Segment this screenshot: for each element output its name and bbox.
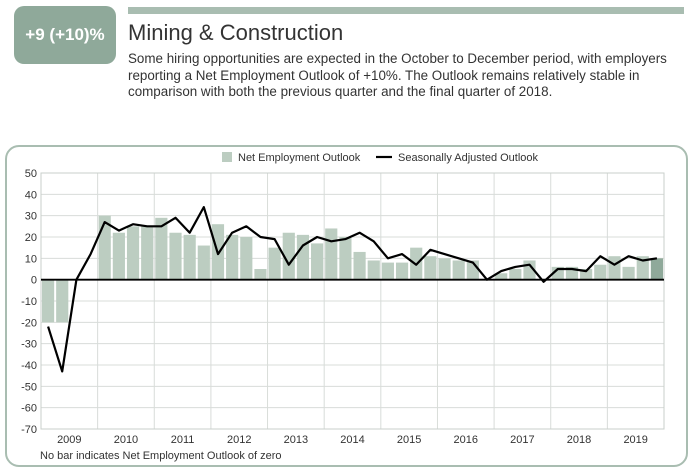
- bar: [509, 269, 522, 280]
- x-tick-label: 2013: [284, 434, 308, 446]
- y-tick-label: 20: [25, 232, 37, 244]
- bar: [353, 251, 366, 280]
- x-tick-label: 2009: [57, 434, 81, 446]
- y-tick-label: -60: [21, 403, 37, 415]
- y-tick-label: 40: [25, 189, 37, 201]
- bar: [395, 262, 409, 280]
- y-tick-label: -30: [21, 339, 37, 351]
- y-tick-label: 30: [25, 211, 37, 223]
- y-tick-label: 10: [25, 253, 37, 265]
- bar: [197, 245, 210, 280]
- x-tick-label: 2019: [623, 434, 647, 446]
- bar: [452, 260, 465, 280]
- x-tick-label: 2014: [340, 434, 364, 446]
- bar: [438, 258, 451, 280]
- y-tick-label: -70: [21, 424, 37, 436]
- legend: Net Employment Outlook Seasonally Adjust…: [222, 152, 539, 164]
- bar: [495, 273, 508, 280]
- x-tick-label: 2018: [567, 434, 591, 446]
- x-tick-label: 2015: [397, 434, 421, 446]
- header-rule: [128, 7, 684, 14]
- bar: [381, 262, 394, 280]
- grid: [40, 172, 665, 430]
- plot-frame: [40, 172, 665, 430]
- outlook-badge: +9 (+10)%: [14, 6, 116, 64]
- x-tick-label: 2016: [454, 434, 478, 446]
- y-tick-label: -50: [21, 381, 37, 393]
- chart-panel: [5, 145, 688, 467]
- bar: [169, 232, 182, 280]
- line-series: [47, 206, 658, 373]
- bar: [594, 264, 607, 280]
- legend-bar-label: Net Employment Outlook: [238, 152, 361, 164]
- bar: [608, 256, 621, 280]
- bar: [650, 258, 663, 280]
- y-tick-label: -20: [21, 317, 37, 329]
- x-tick-label: 2011: [171, 434, 195, 446]
- bar: [282, 232, 295, 280]
- y-tick-label: -10: [21, 296, 37, 308]
- bar: [296, 234, 310, 280]
- page-title: Mining & Construction: [128, 20, 344, 45]
- seasonally-adjusted-line: [47, 206, 658, 373]
- bar: [112, 232, 125, 280]
- y-tick-label: 0: [31, 275, 37, 287]
- x-tick-label: 2017: [510, 434, 534, 446]
- legend-line-label: Seasonally Adjusted Outlook: [398, 152, 539, 164]
- legend-bar-swatch: [222, 152, 232, 162]
- bar: [367, 260, 380, 280]
- bar: [183, 234, 196, 280]
- bar: [155, 217, 168, 280]
- bar: [42, 279, 55, 323]
- x-tick-label: 2012: [227, 434, 251, 446]
- bar: [424, 256, 437, 280]
- y-tick-label: -40: [21, 360, 37, 372]
- bar: [268, 247, 281, 280]
- bar: [141, 226, 154, 280]
- bar: [580, 269, 593, 280]
- footnote: No bar indicates Net Employment Outlook …: [40, 450, 282, 462]
- x-tick-label: 2010: [114, 434, 138, 446]
- bar: [636, 256, 649, 280]
- bar: [240, 237, 253, 280]
- y-tick-label: 50: [25, 168, 37, 180]
- bar: [56, 279, 69, 323]
- bar: [325, 228, 338, 280]
- bar: [226, 234, 239, 280]
- bar: [126, 226, 140, 280]
- bar: [311, 243, 324, 280]
- bar: [254, 269, 267, 280]
- bar: [339, 237, 352, 280]
- bar: [622, 266, 635, 280]
- description-text: Some hiring opportunities are expected i…: [128, 51, 667, 99]
